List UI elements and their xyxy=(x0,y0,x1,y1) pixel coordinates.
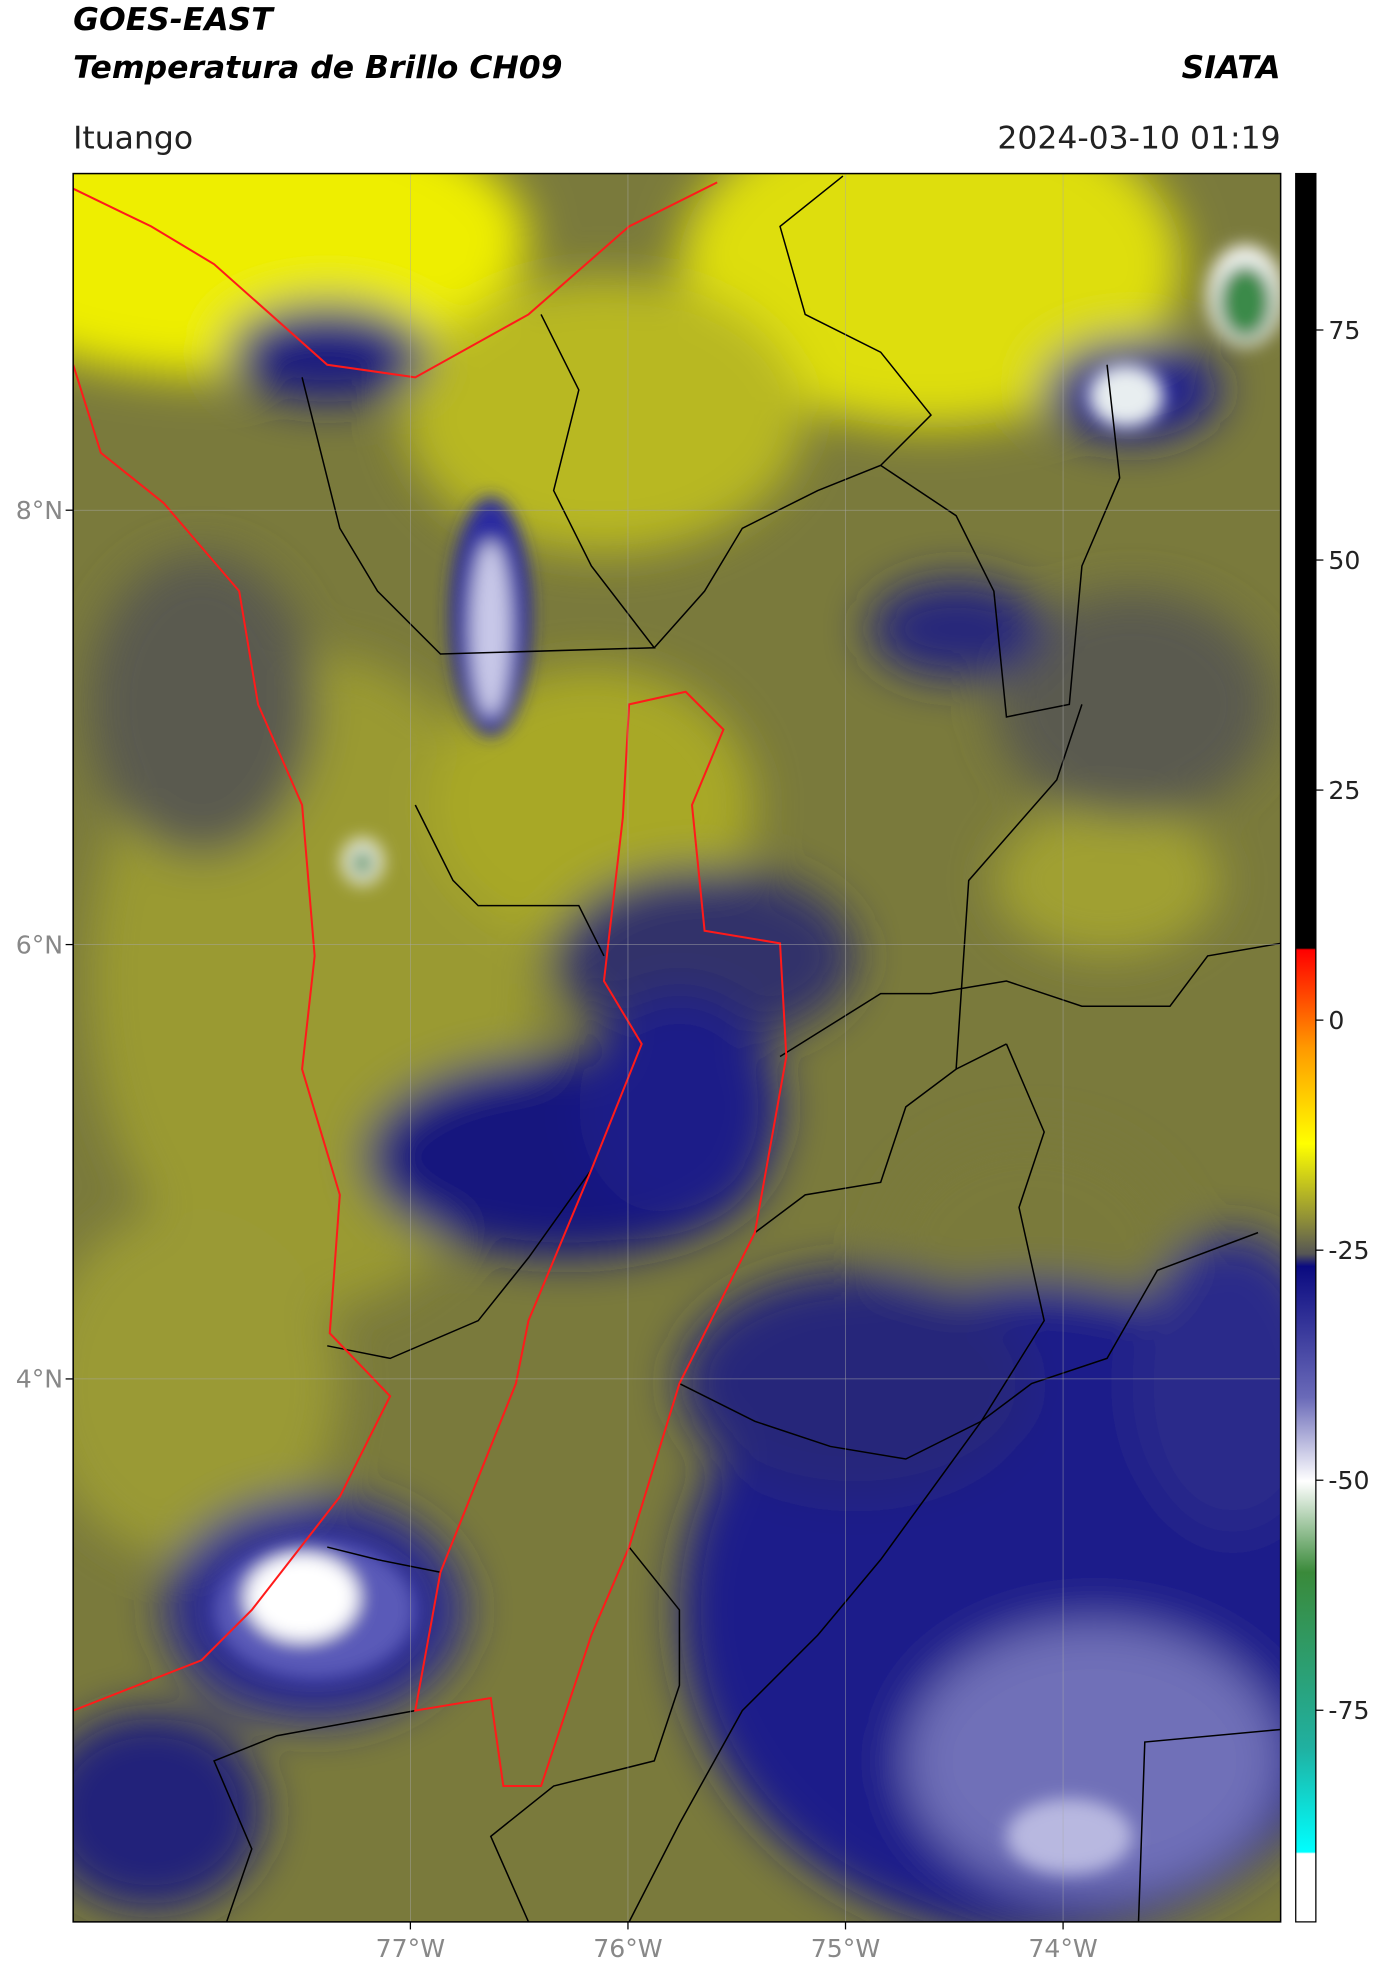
x-tick-label: 76°W xyxy=(593,1934,663,1963)
y-tick-label: 8°N xyxy=(16,496,63,525)
x-tick-label: 74°W xyxy=(1028,1934,1098,1963)
colorbar-tick-label: -25 xyxy=(1328,1236,1369,1265)
location: Ituango xyxy=(73,120,193,156)
x-tick-label: 77°W xyxy=(376,1934,446,1963)
colorbar-tick-label: 0 xyxy=(1328,1006,1344,1035)
source: SIATA xyxy=(1182,50,1281,86)
map-frame xyxy=(72,172,1282,1923)
y-tick-label: 6°N xyxy=(16,930,63,959)
x-tick-label: 75°W xyxy=(811,1934,881,1963)
grid xyxy=(73,173,1281,1922)
datetime: 2024-03-10 01:19 xyxy=(997,120,1280,156)
colorbar-tick-label: 25 xyxy=(1328,776,1360,805)
colorbar-tick-label: 50 xyxy=(1328,546,1360,575)
colorbar-tick-label: -75 xyxy=(1328,1696,1369,1725)
title: GOES-EAST xyxy=(73,2,275,38)
colorbar xyxy=(1295,172,1317,1923)
colorbar-tick-label: -50 xyxy=(1328,1466,1369,1495)
subtitle: Temperatura de Brillo CH09 xyxy=(73,50,562,86)
colorbar-tick-label: 75 xyxy=(1328,316,1360,345)
y-tick-label: 4°N xyxy=(16,1365,63,1394)
satellite-image xyxy=(73,173,1281,1922)
